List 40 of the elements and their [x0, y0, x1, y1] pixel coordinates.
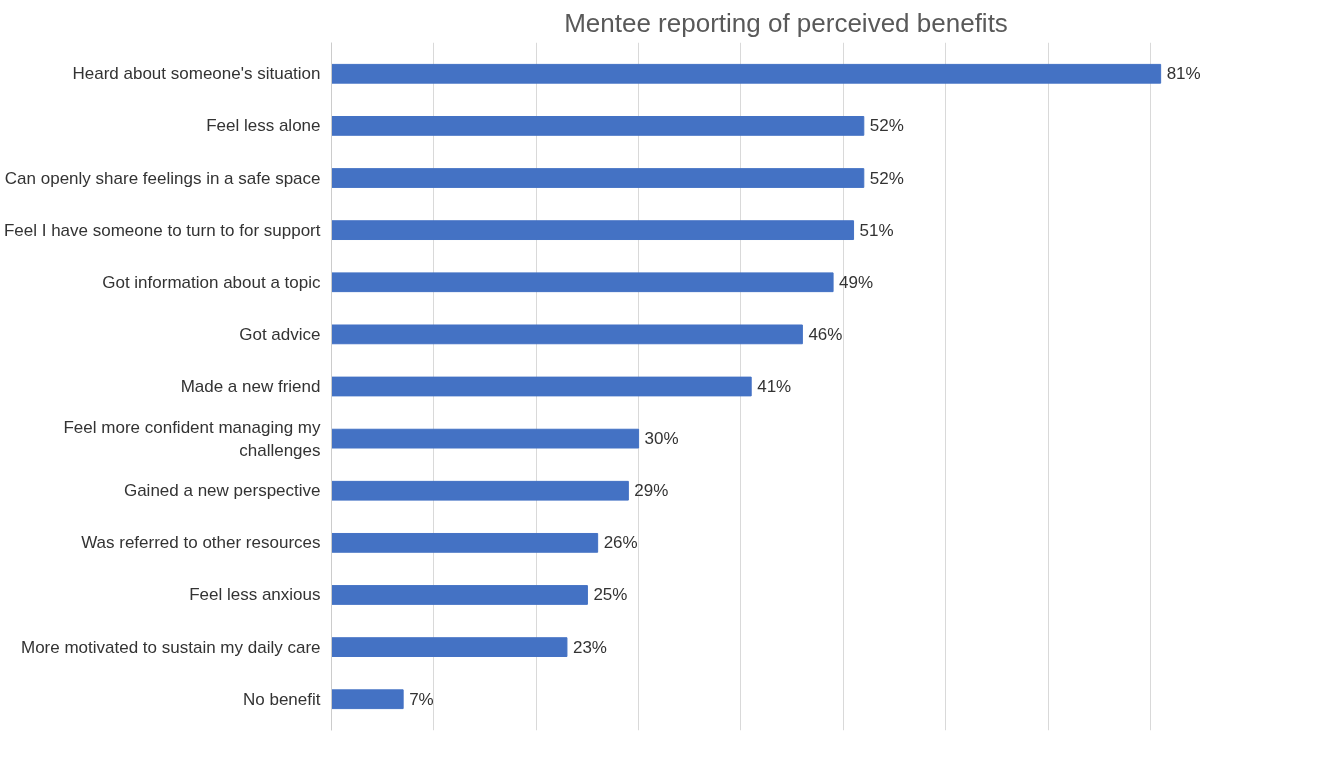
y-tick-label: Made a new friend — [180, 377, 321, 396]
bar — [331, 585, 588, 605]
data-label: 29% — [634, 481, 669, 501]
data-label: 26% — [603, 533, 638, 553]
y-tick-label: Feel less anxious — [189, 585, 321, 605]
data-label: 41% — [757, 377, 792, 396]
bar — [331, 220, 855, 241]
data-label: 52% — [869, 168, 904, 188]
data-label: 51% — [859, 220, 894, 240]
data-label: 46% — [808, 324, 843, 344]
y-tick-label: Heard about someone's situation — [72, 64, 321, 84]
y-tick-label: More motivated to sustain my daily care — [20, 637, 321, 657]
chart-title: Mentee reporting of perceived benefits — [564, 7, 1008, 38]
y-tick-label: No benefit — [243, 689, 321, 709]
y-tick-label: Feel I have someone to turn to for support — [3, 220, 321, 240]
y-tick-label: Was referred to other resources — [81, 533, 321, 553]
data-label: 81% — [1166, 64, 1201, 84]
y-tick-label: Got information about a topic — [102, 272, 321, 292]
y-tick-label: Can openly share feelings in a safe space — [4, 168, 321, 188]
y-tick-label: Gained a new perspective — [123, 481, 321, 501]
data-label: 23% — [572, 637, 607, 657]
data-label: 52% — [869, 116, 904, 136]
bar — [331, 428, 640, 449]
data-label: 49% — [839, 272, 874, 292]
bar — [331, 532, 599, 553]
bar — [331, 480, 629, 501]
bar — [331, 272, 834, 293]
y-tick-label: Feel less alone — [206, 116, 321, 136]
bar — [331, 637, 568, 657]
data-label: 30% — [644, 429, 679, 449]
bar — [331, 116, 865, 136]
y-tick-label: Got advice — [239, 324, 321, 344]
y-tick-label: Feel more confident managing my challenges — [63, 417, 321, 460]
bar — [331, 376, 752, 397]
bar — [331, 63, 1162, 84]
data-label: 25% — [593, 585, 628, 605]
bar — [331, 689, 404, 710]
bar — [331, 324, 803, 345]
data-label: 7% — [409, 689, 434, 709]
bar — [331, 168, 865, 188]
